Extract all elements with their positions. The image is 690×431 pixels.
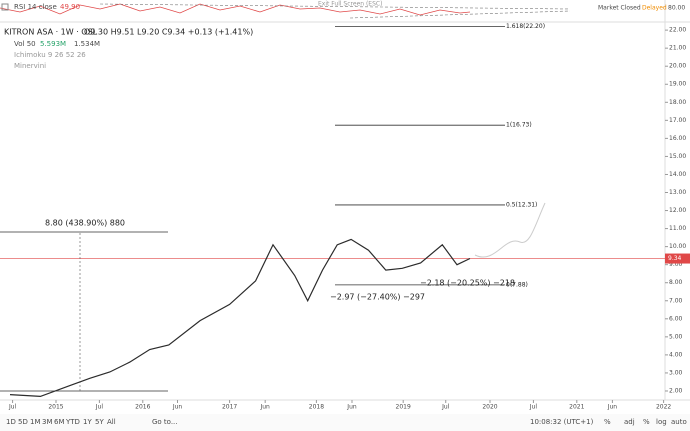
x-tick-label: Jun [607,404,618,411]
x-tick-label: 2015 [48,404,63,411]
delayed: Delayed [642,5,667,12]
y-tick-label: 3.00 [669,369,683,376]
y-tick-label: 16.00 [669,135,686,142]
range-button[interactable]: 1M [30,418,41,426]
range-button[interactable]: 5D [18,418,28,426]
projection-curve [474,202,546,258]
x-tick-label: 2018 [309,404,324,411]
y-tick-label: 5.00 [669,333,683,340]
range-button[interactable]: 3M [42,418,53,426]
measure-label: 8.80 (438.90%) 880 [45,219,125,228]
y-tick-label: 9.00 [669,261,683,268]
range-button[interactable]: 6M [54,418,65,426]
x-tick-label: 2020 [482,404,497,411]
y-tick-label: 15.00 [669,153,686,160]
y-tick-label: 14.00 [669,171,686,178]
clock: 10:08:32 (UTC+1) [530,418,594,426]
y-tick-label: 20.00 [669,63,686,70]
x-tick-label: 2017 [222,404,237,411]
toolbar [0,414,690,431]
price-line [9,238,471,398]
fib-label: 1.618(22.20) [506,23,545,30]
market-status: Market Closed [598,5,641,12]
x-tick-label: 2021 [569,404,584,411]
ichimoku: Ichimoku 9 26 52 26 [14,51,86,59]
rsi-label: RSI 14 close [14,3,57,11]
rsi-trendline [99,3,571,10]
y-tick-label: 18.00 [669,99,686,106]
goto-button[interactable]: Go to... [152,418,178,426]
volume-ma: 1.534M [74,40,100,48]
log-toggle[interactable]: log [656,418,667,426]
x-tick-label: Jun [259,404,270,411]
x-tick-label: Jul [529,404,538,411]
x-tick-label: Jun [172,404,183,411]
ohlc: O9.30 H9.51 L9.20 C9.34 +0.13 (+1.41%) [84,28,253,37]
x-tick-label: Jun [346,404,357,411]
rsi-value: 49.90 [60,3,80,11]
rsi-line [0,3,471,16]
y-tick-label: 7.00 [669,297,683,304]
rsi-axis-label: 80.00 [668,5,685,12]
y-tick-label: 8.00 [669,279,683,286]
y-tick-label: 22.00 [669,27,686,34]
y-tick-label: 6.00 [669,315,683,322]
exit-fullscreen[interactable]: Exit Full Screen (ESC) [318,1,382,8]
x-tick-label: 2016 [135,404,150,411]
y-tick-label: 12.00 [669,207,686,214]
range-button[interactable]: 1D [6,418,16,426]
y-tick-label: 19.00 [669,81,686,88]
fib-label: 0(7.88) [506,281,528,288]
minervini: Minervini [14,62,46,70]
y-tick-label: 11.00 [669,225,686,232]
percent-toggle[interactable]: % [643,418,650,426]
last-price-box [665,253,690,264]
x-tick-label: 2022 [656,404,671,411]
fib-label: 1(16.73) [506,122,532,129]
range-button[interactable]: All [107,418,116,426]
y-tick-label: 10.00 [669,243,686,250]
volume-value: 5.593M [40,40,66,48]
last-price-label: 9.34 [668,255,682,262]
x-tick-label: 2019 [396,404,411,411]
y-tick-label: 4.00 [669,351,683,358]
symbol: KITRON ASA · 1W · OSL [4,28,98,37]
x-tick-label: Jul [95,404,104,411]
y-tick-label: 13.00 [669,189,686,196]
percent-toggle[interactable]: % [604,418,611,426]
measure-label: −2.97 (−27.40%) −297 [330,293,425,302]
y-tick-label: 17.00 [669,117,686,124]
collapse-icon[interactable] [1,3,9,11]
rsi-trendline [349,10,571,19]
auto-toggle[interactable]: auto [671,418,687,426]
measure-label: −2.18 (−20.25%) −218 [420,279,515,288]
fib-label: 0.5(12.31) [506,201,537,208]
x-tick-label: Jul [441,404,450,411]
range-button[interactable]: 5Y [95,418,104,426]
y-tick-label: 2.00 [669,387,683,394]
volume-label: Vol 50 [14,40,36,48]
range-button[interactable]: YTD [65,418,80,426]
range-button[interactable]: 1Y [83,418,92,426]
x-tick-label: Jul [8,404,17,411]
y-tick-label: 21.00 [669,45,686,52]
adj-toggle[interactable]: adj [624,418,635,426]
